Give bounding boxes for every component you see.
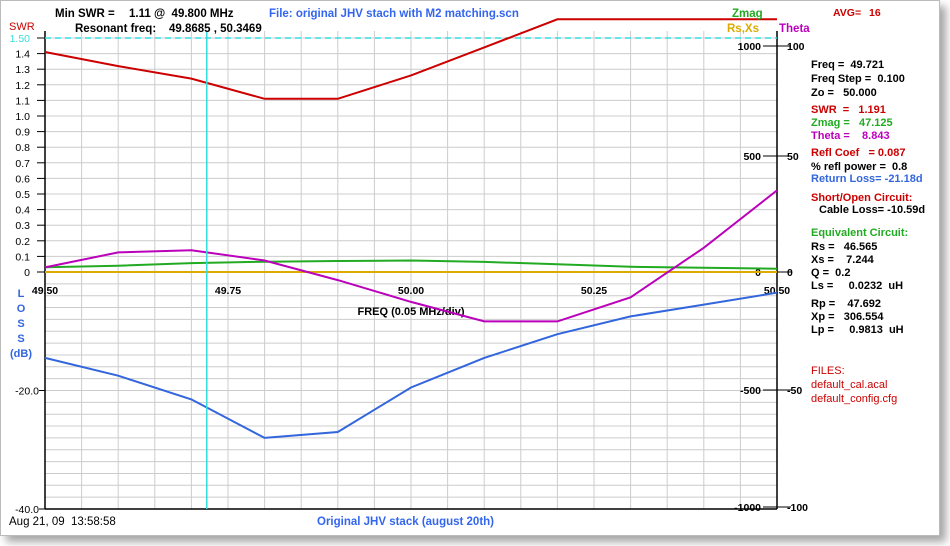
zmag-tick-label: -1000 — [734, 502, 761, 514]
zmag-readout: Zmag = 47.125 — [811, 117, 893, 129]
swr-tick-label: 0.8 — [15, 142, 30, 154]
resonant-freq-label: Resonant freq: — [75, 23, 157, 35]
swr-series-line — [44, 18, 777, 100]
swr-tick-label: 0.6 — [15, 173, 30, 185]
theta-title: Theta — [779, 23, 810, 35]
loss-axis-letter: O — [17, 303, 26, 315]
swr-tick-label: 1.3 — [15, 64, 30, 76]
swr-readout: SWR = 1.191 — [811, 104, 886, 116]
theta-tick-label: 50 — [787, 151, 799, 163]
swr-tick-label: 1.2 — [15, 80, 30, 92]
refl-power-readout: % refl power = 0.8 — [811, 161, 908, 173]
freq-step-readout: Freq Step = 0.100 — [811, 73, 905, 85]
lp-readout: Lp = 0.9813 uH — [811, 324, 904, 336]
swr-axis-title: SWR — [9, 21, 35, 33]
timestamp: Aug 21, 09 13:58:58 — [9, 516, 116, 528]
equivalent-circuit-label: Equivalent Circuit: — [811, 227, 909, 239]
file-config: default_config.cfg — [811, 393, 898, 405]
tick-labels: 1.50 1.4 1.3 1.2 1.1 1.0 0.9 0.8 0.7 0.6 0.5 0.4 0.3… — [10, 33, 809, 516]
swr-tick-label: 1.4 — [15, 49, 30, 61]
chart-caption: Original JHV stack (august 20th) — [317, 516, 495, 528]
x-tick-label: 50.25 — [581, 285, 607, 297]
q-readout: Q = 0.2 — [811, 267, 851, 279]
file-name: File: original JHV stach with M2 matchin… — [269, 8, 519, 20]
zo-readout: Zo = 50.000 — [811, 87, 877, 99]
return-loss-readout: Return Loss= -21.18d — [811, 173, 923, 185]
xp-readout: Xp = 306.554 — [811, 311, 884, 323]
return-loss-series-line — [44, 291, 778, 439]
theta-tick-label: -100 — [787, 502, 808, 514]
x-tick-label: 49.50 — [32, 285, 58, 297]
loss-axis-letter: L — [18, 288, 25, 300]
analyzer-window: 1.50 1.4 1.3 1.2 1.1 1.0 0.9 0.8 0.7 0.6 0.5 0.4 0.3… — [0, 0, 940, 536]
theta-series-line — [44, 189, 778, 323]
avg-label: AVG= — [833, 7, 862, 19]
rs-readout: Rs = 46.565 — [811, 241, 878, 253]
zmag-series-line — [44, 259, 778, 270]
rp-readout: Rp = 47.692 — [811, 298, 882, 310]
resonant-freq-value: 49.8685 , 50.3469 — [169, 23, 262, 35]
swr-tick-label: 1.50 — [10, 33, 31, 45]
swr-tick-label: 0.1 — [15, 251, 30, 263]
xs-readout: Xs = 7.244 — [811, 254, 874, 266]
theta-readout: Theta = 8.843 — [811, 130, 890, 142]
swr-tick-label: 0.5 — [15, 189, 30, 201]
loss-tick-label: -20.0 — [15, 386, 39, 398]
short-open-label: Short/Open Circuit: — [811, 192, 913, 204]
files-label: FILES: — [811, 365, 845, 377]
loss-tick-label: -40.0 — [15, 504, 39, 516]
ls-readout: Ls = 0.0232 uH — [811, 280, 904, 292]
zmag-tick-label: 500 — [743, 151, 761, 163]
x-tick-label: 49.75 — [215, 285, 241, 297]
zmag-tick-label: 1000 — [738, 41, 762, 53]
swr-tick-label: 0.2 — [15, 236, 30, 248]
rsxs-title: Rs,Xs — [727, 23, 759, 35]
avg-value: 16 — [869, 7, 881, 19]
swr-tick-label: 1.0 — [15, 111, 30, 123]
swr-tick-label: 0.3 — [15, 220, 30, 232]
analyzer-chart: 1.50 1.4 1.3 1.2 1.1 1.0 0.9 0.8 0.7 0.6 0.5 0.4 0.3… — [10, 18, 809, 516]
refl-coef-readout: Refl Coef = 0.087 — [811, 147, 906, 159]
swr-tick-label: 0.4 — [15, 205, 30, 217]
theta-tick-label: -50 — [787, 385, 802, 397]
swr-tick-label: 1.1 — [15, 95, 30, 107]
freq-readout: Freq = 49.721 — [811, 59, 885, 71]
zmag-tick-label: -500 — [740, 385, 761, 397]
return-loss-clip: Return Loss= -21.18d — [811, 173, 937, 189]
loss-axis-letter: (dB) — [10, 348, 32, 360]
swr-tick-label: 0.7 — [15, 158, 30, 170]
series — [44, 18, 778, 509]
swr-tick-label: 0.9 — [15, 127, 30, 139]
loss-axis-letter: S — [17, 318, 24, 330]
cable-loss-readout: Cable Loss= -10.59d — [819, 204, 926, 216]
file-cal: default_cal.acal — [811, 379, 888, 391]
grid — [44, 31, 778, 510]
swr-tick-label: 0 — [24, 267, 30, 279]
x-tick-label: 50.00 — [398, 285, 424, 297]
theta-tick-label: 100 — [787, 41, 805, 53]
theta-tick-label: 0 — [787, 267, 793, 279]
min-swr-value: 1.11 @ 49.800 MHz — [129, 8, 234, 20]
loss-axis-letter: S — [17, 333, 24, 345]
zmag-title: Zmag — [732, 8, 763, 20]
min-swr-label: Min SWR = — [55, 8, 115, 20]
cable-loss-clip: Cable Loss= -10.59d — [819, 204, 937, 220]
